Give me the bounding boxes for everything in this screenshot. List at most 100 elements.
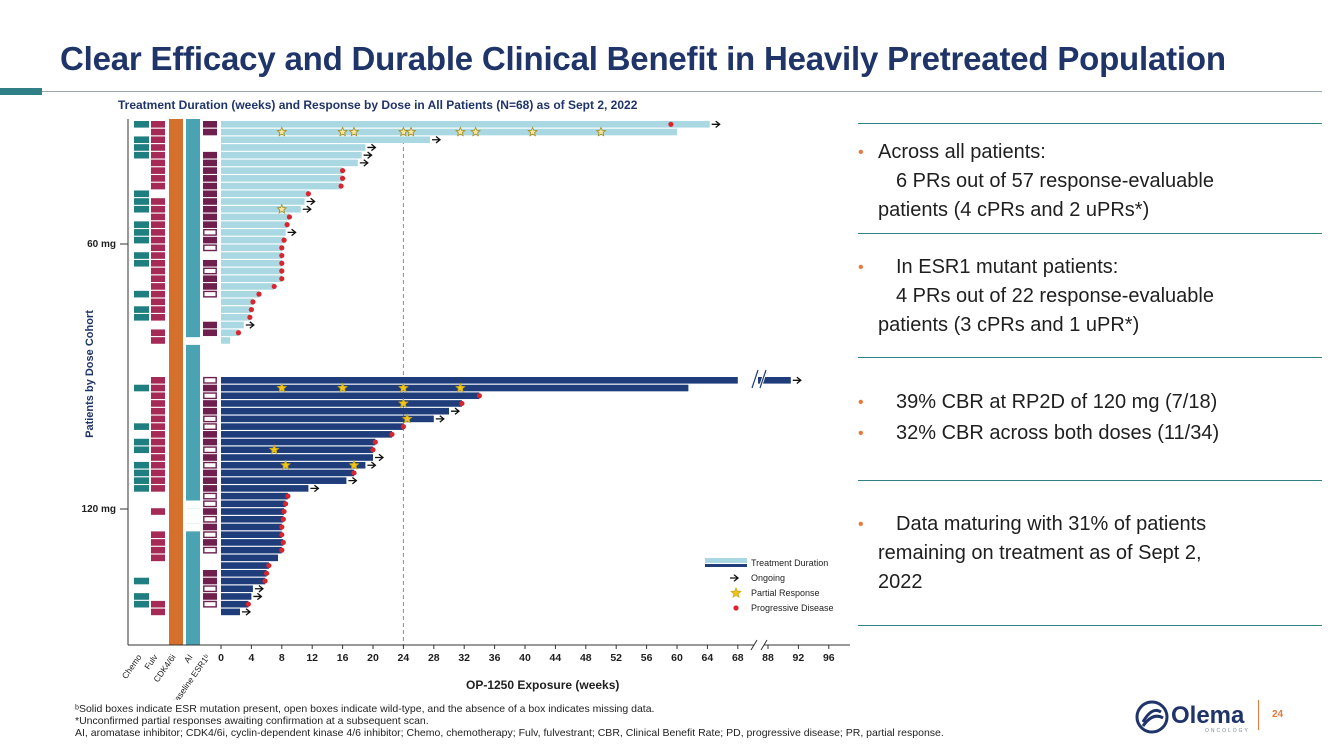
fulv-box xyxy=(151,423,165,430)
covariate-column-cdk xyxy=(169,119,183,645)
treatment-duration-bar xyxy=(221,608,240,616)
treatment-duration-bar xyxy=(221,508,285,515)
x-axis-break xyxy=(750,639,768,651)
esr1-wildtype-box xyxy=(203,376,217,384)
x-tick-label: 32 xyxy=(458,652,470,664)
progressive-disease-dot xyxy=(271,283,277,290)
esr1-mutant-box xyxy=(203,577,217,585)
fulv-box xyxy=(151,384,165,392)
chemo-box xyxy=(134,236,149,244)
chemo-box xyxy=(134,593,149,600)
treatment-duration-bar xyxy=(221,275,282,282)
esr1-mutant-box xyxy=(203,400,217,407)
partial-response-star xyxy=(337,126,348,137)
progressive-disease-dot xyxy=(286,214,292,220)
partial-response-star xyxy=(280,459,291,470)
chemo-box xyxy=(134,136,149,144)
progressive-disease-dot xyxy=(245,601,251,607)
esr1-mutant-box xyxy=(203,539,217,546)
x-axis-label: OP-1250 Exposure (weeks) xyxy=(466,678,620,692)
ongoing-arrow xyxy=(245,321,255,329)
esr1-mutant-box xyxy=(203,275,217,282)
chemo-box xyxy=(134,144,149,151)
x-tick-label: 96 xyxy=(823,652,835,664)
treatment-duration-bar xyxy=(221,377,738,384)
fulv-box xyxy=(151,407,165,415)
chemo-box xyxy=(134,205,149,213)
ongoing-arrow xyxy=(254,585,264,593)
divider xyxy=(858,357,1322,358)
chemo-box xyxy=(134,229,149,236)
bullet-dot: • xyxy=(858,394,864,411)
legend-swatch-duration-60 xyxy=(705,558,747,563)
progressive-disease-dot xyxy=(280,516,286,522)
progressive-disease-dot xyxy=(338,183,344,189)
ai-absent-gap xyxy=(186,515,200,524)
partial-response-star xyxy=(455,126,466,137)
footnote-abbreviations: AI, aromatase inhibitor; CDK4/6i, cyclin… xyxy=(75,727,944,739)
fulv-box xyxy=(151,554,165,562)
fulv-box xyxy=(151,283,165,290)
partial-response-star xyxy=(595,126,607,137)
x-tick-label: 88 xyxy=(762,652,774,664)
progressive-disease-dot xyxy=(250,299,256,305)
chemo-box xyxy=(134,477,149,484)
progressive-disease-dot xyxy=(476,393,482,399)
ongoing-arrow xyxy=(367,461,377,469)
fulv-box xyxy=(151,485,165,492)
fulv-box xyxy=(151,329,165,337)
esr1-mutant-box xyxy=(203,182,217,190)
fulv-box xyxy=(151,392,165,400)
esr1-mutant-box xyxy=(203,221,217,228)
treatment-duration-bar xyxy=(221,585,253,593)
treatment-duration-bar xyxy=(221,554,278,562)
treatment-duration-bar xyxy=(221,290,259,298)
x-tick-label: 16 xyxy=(337,652,349,664)
esr1-mutant-box xyxy=(203,438,217,446)
x-tick-label: 4 xyxy=(248,652,254,664)
treatment-duration-bar xyxy=(221,252,282,259)
treatment-duration-bar xyxy=(221,244,282,252)
partial-response-star xyxy=(398,382,409,393)
progressive-disease-dot xyxy=(283,501,289,507)
fulv-box xyxy=(151,377,165,384)
ongoing-arrow xyxy=(451,407,461,415)
chemo-box xyxy=(134,461,149,469)
fulv-box xyxy=(151,136,165,144)
treatment-duration-bar xyxy=(221,144,366,151)
esr1-mutant-box xyxy=(203,431,217,438)
x-tick-label: 64 xyxy=(702,652,714,664)
ongoing-arrow xyxy=(253,592,263,601)
slide-title: Clear Efficacy and Durable Clinical Bene… xyxy=(60,40,1226,77)
fulv-box xyxy=(151,454,165,461)
treatment-duration-bar xyxy=(221,423,404,430)
partial-response-star xyxy=(276,382,288,393)
ongoing-arrow xyxy=(367,143,377,152)
treatment-duration-bar xyxy=(221,337,231,344)
partial-response-star xyxy=(527,126,538,137)
treatment-duration-bar xyxy=(221,477,347,484)
ai-absent-gap xyxy=(186,500,200,509)
divider xyxy=(858,123,1322,124)
footnote-esr1: ᵇSolid boxes indicate ESR mutation prese… xyxy=(75,703,655,715)
ongoing-arrow xyxy=(375,453,385,462)
progressive-disease-dot xyxy=(279,252,285,259)
fulv-box xyxy=(151,244,165,252)
treatment-duration-bar xyxy=(221,384,689,392)
progressive-disease-dot xyxy=(305,191,311,197)
esr1-mutant-box xyxy=(203,477,217,484)
partial-response-star xyxy=(337,382,348,393)
treatment-duration-bar xyxy=(221,259,282,267)
chemo-box xyxy=(134,577,149,585)
x-tick-label: 36 xyxy=(489,652,501,664)
axis-break-bar xyxy=(751,369,767,389)
treatment-duration-bar xyxy=(221,128,677,136)
column-label: Chemo xyxy=(120,652,144,680)
x-tick-label: 28 xyxy=(428,652,440,664)
esr1-wildtype-box xyxy=(203,585,217,593)
fulv-box xyxy=(151,431,165,438)
fulv-box xyxy=(151,508,165,515)
chemo-box xyxy=(134,221,149,228)
progressive-disease-dot xyxy=(266,562,272,569)
treatment-duration-bar xyxy=(221,577,266,585)
